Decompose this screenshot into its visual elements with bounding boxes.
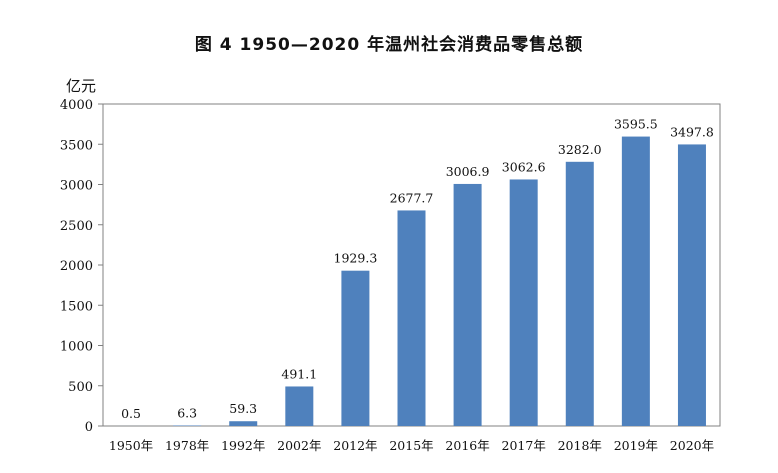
x-axis-ticks: 1950年 1978年 1992年 2002年 2012年 2015年 2016年 2017年… bbox=[109, 438, 714, 453]
data-label: 3282.0 bbox=[558, 142, 602, 157]
y-tick-label: 4000 bbox=[60, 98, 93, 113]
x-tick-label: 2017年 bbox=[502, 438, 546, 453]
bar bbox=[285, 386, 314, 426]
x-tick-label: 2012年 bbox=[333, 438, 377, 453]
bar bbox=[173, 425, 202, 426]
data-label: 3595.5 bbox=[614, 117, 658, 132]
x-tick-label: 2015年 bbox=[389, 438, 433, 453]
y-axis-unit-label: 亿元 bbox=[66, 77, 97, 95]
data-label: 3062.6 bbox=[502, 159, 546, 174]
x-tick-label: 2016年 bbox=[445, 438, 489, 453]
y-tick-label: 3000 bbox=[60, 179, 93, 194]
bar bbox=[565, 161, 594, 426]
y-tick-label: 1000 bbox=[60, 340, 93, 355]
x-tick-label: 2002年 bbox=[277, 438, 321, 453]
data-label: 3497.8 bbox=[670, 124, 714, 139]
y-tick-label: 0 bbox=[85, 420, 93, 435]
data-labels: 0.5 6.3 59.3 491.1 1929.3 2677.7 3006.9 3062.6 3… bbox=[121, 117, 714, 421]
data-label: 6.3 bbox=[177, 405, 197, 420]
bar bbox=[229, 421, 258, 426]
data-label: 0.5 bbox=[121, 406, 141, 421]
y-tick-label: 1500 bbox=[60, 299, 93, 314]
data-label: 3006.9 bbox=[446, 164, 490, 179]
bar bbox=[677, 144, 706, 426]
y-axis-ticks: 0 500 1000 1500 2000 2500 3000 3500 4000 bbox=[60, 98, 103, 435]
data-label: 491.1 bbox=[281, 366, 317, 381]
bar bbox=[341, 270, 370, 426]
x-tick-label: 2020年 bbox=[670, 438, 714, 453]
x-tick-label: 1978年 bbox=[165, 438, 209, 453]
bar bbox=[509, 179, 538, 426]
chart-title: 图 4 1950—2020 年温州社会消费品零售总额 bbox=[194, 35, 584, 55]
x-tick-label: 1950年 bbox=[109, 438, 153, 453]
bars bbox=[117, 136, 706, 426]
bar bbox=[397, 210, 426, 426]
y-tick-label: 500 bbox=[68, 380, 93, 395]
bar bbox=[453, 183, 482, 426]
x-tick-label: 2019年 bbox=[614, 438, 658, 453]
bar bbox=[621, 136, 650, 426]
y-tick-label: 2500 bbox=[60, 219, 93, 234]
y-tick-label: 3500 bbox=[60, 138, 93, 153]
x-tick-label: 1992年 bbox=[221, 438, 265, 453]
data-label: 1929.3 bbox=[334, 251, 378, 266]
data-label: 59.3 bbox=[229, 401, 257, 416]
y-tick-label: 2000 bbox=[60, 259, 93, 274]
x-tick-label: 2018年 bbox=[558, 438, 602, 453]
data-label: 2677.7 bbox=[390, 190, 434, 205]
